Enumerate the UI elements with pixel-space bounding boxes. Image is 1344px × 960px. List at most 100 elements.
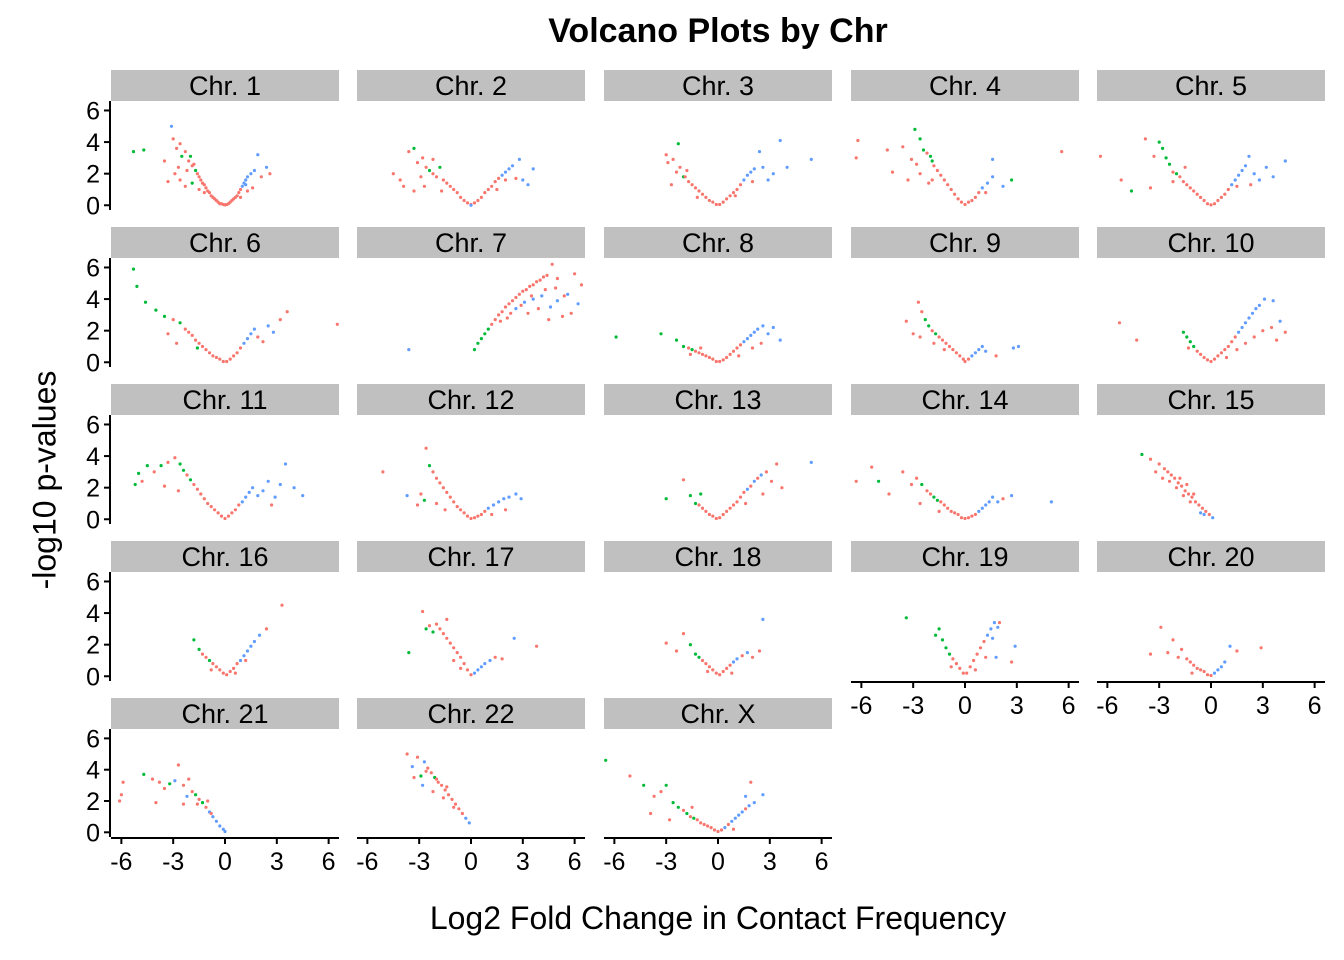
data-point (225, 673, 229, 677)
data-point (1212, 357, 1217, 361)
data-point (169, 124, 174, 128)
data-point (576, 302, 580, 306)
data-point (453, 802, 458, 806)
y-tick-label: 0 (86, 192, 100, 220)
data-point (204, 348, 208, 352)
panel-strip (1097, 384, 1325, 415)
data-point (566, 292, 570, 296)
data-point (1199, 195, 1203, 199)
data-point (514, 176, 518, 180)
data-point (1216, 198, 1220, 203)
data-point (569, 311, 573, 315)
x-tick-label: -6 (1096, 692, 1118, 720)
data-point (934, 633, 938, 637)
data-point (674, 649, 679, 653)
data-point (195, 487, 199, 491)
data-point (459, 508, 463, 512)
data-point (958, 666, 962, 671)
data-point (271, 330, 275, 334)
data-point (562, 294, 566, 298)
data-point (522, 300, 527, 304)
data-point (142, 148, 146, 152)
data-point (935, 168, 940, 173)
data-point (405, 494, 409, 498)
data-point (966, 200, 971, 204)
data-point (1178, 175, 1182, 179)
data-point (238, 195, 243, 199)
panel: Chr. 21 0 2 4 6 -6 -3 0 3 6 (86, 698, 339, 876)
data-point (524, 288, 528, 292)
data-point (940, 638, 945, 642)
data-point (714, 202, 718, 207)
data-point (1275, 338, 1279, 342)
data-point (245, 175, 250, 179)
data-point (778, 338, 782, 342)
data-point (573, 272, 577, 276)
panel: Chr. 16 0 2 4 6 (86, 541, 339, 691)
data-point (249, 332, 253, 336)
data-point (1200, 506, 1204, 510)
data-point (944, 646, 948, 650)
panel-strip-label: Chr. 13 (674, 385, 761, 415)
data-point (424, 165, 428, 169)
data-point (761, 793, 765, 797)
data-point (455, 505, 459, 509)
data-point (204, 186, 208, 190)
data-point (431, 157, 435, 161)
data-point (1173, 476, 1177, 480)
data-point (135, 284, 139, 288)
data-point (1010, 494, 1014, 498)
data-point (1228, 644, 1232, 648)
data-point (674, 338, 679, 342)
data-point (441, 796, 445, 800)
data-point (183, 327, 187, 331)
data-point (994, 354, 998, 358)
data-point (707, 198, 712, 203)
y-tick-label: 0 (86, 506, 100, 534)
data-point (548, 305, 553, 309)
data-point (745, 487, 750, 491)
y-tick-label: 6 (86, 97, 100, 125)
data-point (749, 780, 753, 784)
panel: Chr. X -6 -3 0 3 6 (603, 698, 832, 876)
data-point (1049, 500, 1053, 504)
data-point (628, 774, 632, 778)
data-point (942, 178, 946, 182)
data-point (940, 338, 945, 342)
data-point (970, 514, 974, 518)
data-point (536, 307, 541, 311)
data-point (991, 157, 995, 161)
data-point (452, 658, 456, 663)
data-point (162, 159, 167, 163)
data-point (178, 321, 182, 325)
data-point (1271, 299, 1275, 303)
data-point (441, 486, 445, 490)
data-point (202, 497, 206, 501)
data-point (885, 148, 889, 152)
data-point (512, 636, 516, 640)
data-point (251, 186, 255, 190)
y-tick-label: 0 (86, 819, 100, 847)
data-point (175, 341, 179, 345)
data-point (947, 344, 952, 349)
data-point (218, 824, 222, 828)
data-point (935, 498, 940, 502)
data-point (446, 793, 451, 797)
data-point (521, 289, 525, 293)
data-point (462, 511, 466, 515)
data-point (391, 172, 395, 176)
data-point (419, 774, 423, 778)
data-point (232, 666, 236, 671)
data-point (681, 478, 686, 482)
data-point (947, 652, 952, 656)
panel: Chr. 14 (851, 384, 1079, 521)
data-point (459, 666, 463, 671)
data-point (674, 170, 679, 174)
data-point (1140, 452, 1144, 457)
data-point (750, 346, 755, 350)
panel-strip (851, 70, 1079, 101)
data-point (927, 324, 931, 328)
x-tick-label: -3 (408, 848, 430, 876)
data-point (747, 804, 751, 808)
data-point (664, 497, 668, 501)
